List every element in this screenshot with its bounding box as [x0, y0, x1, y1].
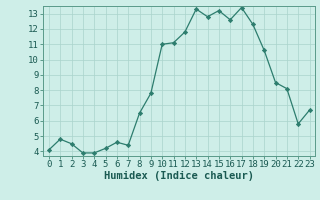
X-axis label: Humidex (Indice chaleur): Humidex (Indice chaleur): [104, 171, 254, 181]
